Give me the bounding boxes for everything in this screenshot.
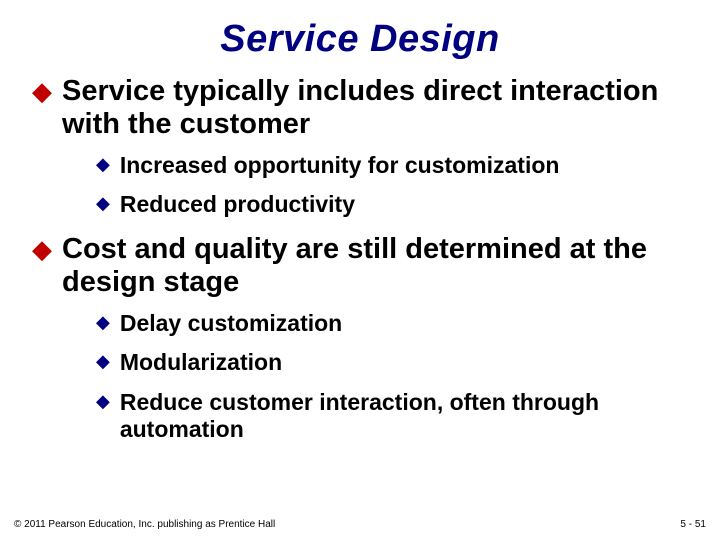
bullet-level2: ◆ Increased opportunity for customizatio… (96, 152, 688, 180)
bullet-text: Cost and quality are still determined at… (62, 233, 688, 300)
bullet-text: Delay customization (120, 310, 342, 338)
diamond-icon: ◆ (96, 313, 110, 333)
diamond-icon: ◆ (96, 194, 110, 214)
bullet-level1: ◆ Cost and quality are still determined … (32, 233, 688, 300)
diamond-icon: ◆ (96, 392, 110, 412)
bullet-text: Reduce customer interaction, often throu… (120, 389, 688, 444)
sub-bullet-group: ◆ Increased opportunity for customizatio… (32, 152, 688, 219)
bullet-level2: ◆ Delay customization (96, 310, 688, 338)
bullet-text: Increased opportunity for customization (120, 152, 560, 180)
slide-content: ◆ Service typically includes direct inte… (0, 75, 720, 444)
diamond-icon: ◆ (32, 77, 52, 106)
bullet-level2: ◆ Modularization (96, 349, 688, 377)
diamond-icon: ◆ (32, 235, 52, 264)
slide-title: Service Design (0, 0, 720, 75)
sub-bullet-group: ◆ Delay customization ◆ Modularization ◆… (32, 310, 688, 444)
bullet-level1: ◆ Service typically includes direct inte… (32, 75, 688, 142)
diamond-icon: ◆ (96, 155, 110, 175)
bullet-text: Service typically includes direct intera… (62, 75, 688, 142)
copyright-text: © 2011 Pearson Education, Inc. publishin… (14, 519, 275, 530)
page-number: 5 - 51 (680, 519, 706, 530)
bullet-text: Modularization (120, 349, 282, 377)
bullet-text: Reduced productivity (120, 191, 355, 219)
bullet-level2: ◆ Reduced productivity (96, 191, 688, 219)
slide-footer: © 2011 Pearson Education, Inc. publishin… (14, 519, 706, 530)
diamond-icon: ◆ (96, 352, 110, 372)
bullet-level2: ◆ Reduce customer interaction, often thr… (96, 389, 688, 444)
